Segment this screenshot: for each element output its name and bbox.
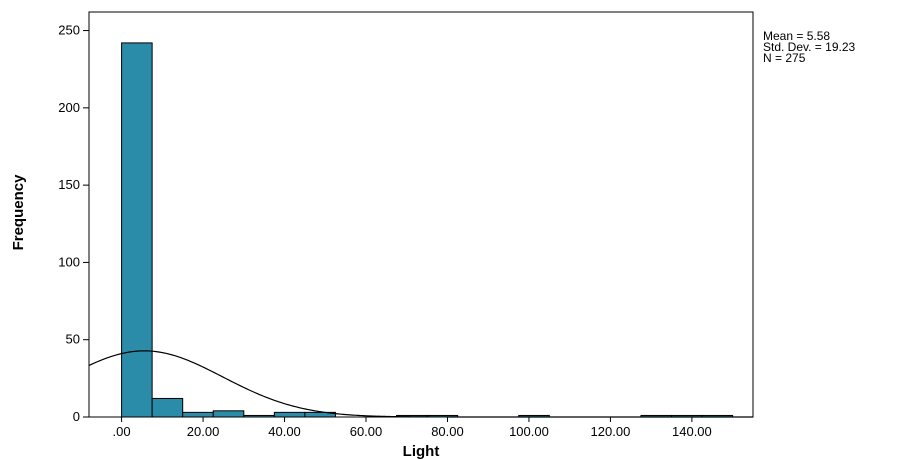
x-tick-label: 100.00 (509, 424, 549, 439)
x-tick-label: 40.00 (268, 424, 301, 439)
histogram-bar (273, 411, 306, 418)
histogram-bar (212, 410, 245, 418)
x-tick-label: 80.00 (431, 424, 464, 439)
normal-curve (88, 350, 753, 418)
x-axis-title: Light (403, 443, 440, 459)
y-axis: 0 50 100 150 200 250 (58, 23, 89, 424)
x-axis: .00 20.00 40.00 60.00 80.00 100.00 120.00 140.0… (113, 417, 712, 439)
histogram-bars (121, 42, 734, 418)
histogram-bar (182, 411, 214, 418)
y-tick-label: 150 (58, 177, 80, 192)
x-tick-label: 140.00 (672, 424, 712, 439)
stats-box: Mean = 5.58 Std. Dev. = 19.23 N = 275 (763, 29, 856, 65)
y-tick-label: 250 (58, 23, 80, 38)
y-axis-title: Frequency (10, 174, 27, 251)
y-tick-label: 200 (58, 100, 80, 115)
stat-n: N = 275 (763, 51, 806, 65)
plot-frame (88, 11, 754, 418)
normal-curve-layer (88, 350, 753, 418)
y-tick-label: 0 (73, 409, 80, 424)
x-tick-label: 60.00 (350, 424, 383, 439)
stat-std-dev: Std. Dev. = 19.23 (763, 40, 856, 54)
y-tick-label: 50 (66, 332, 80, 347)
x-tick-label: 120.00 (591, 424, 631, 439)
y-tick-label: 100 (58, 254, 80, 269)
histogram-bar (151, 397, 184, 418)
x-tick-label: 20.00 (187, 424, 220, 439)
stat-mean: Mean = 5.58 (763, 29, 831, 43)
histogram-bar (121, 42, 153, 418)
x-tick-label: .00 (113, 424, 131, 439)
